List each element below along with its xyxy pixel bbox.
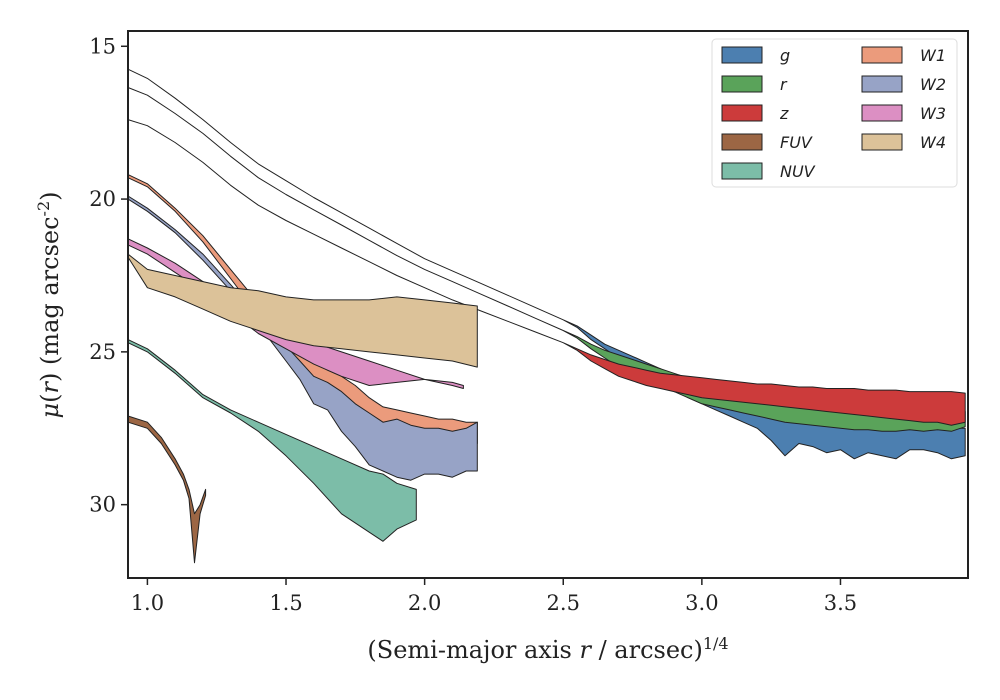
legend-swatch-nuv bbox=[721, 162, 763, 180]
legend-swatch-r bbox=[721, 75, 763, 93]
legend: grz FUV NUV W1 W2 W3 W4 bbox=[711, 38, 958, 188]
y-axis-ticks: 15 20 25 30 bbox=[89, 34, 128, 517]
y-tick-label: 20 bbox=[89, 187, 116, 211]
band-series-group bbox=[127, 68, 966, 564]
band-w2 bbox=[127, 195, 478, 481]
x-tick-label: 2.0 bbox=[408, 591, 441, 615]
x-tick-label: 3.0 bbox=[685, 591, 718, 615]
y-tick-label: 25 bbox=[89, 340, 116, 364]
legend-swatch-z bbox=[721, 104, 763, 122]
x-tick-label: 1.0 bbox=[131, 591, 164, 615]
legend-label-w4: W4 bbox=[920, 133, 946, 152]
legend-swatch-w1 bbox=[861, 46, 903, 64]
legend-label-w3: W3 bbox=[920, 104, 946, 123]
legend-label-z: z bbox=[779, 104, 789, 123]
band-fuv bbox=[127, 415, 207, 564]
band-g bbox=[127, 68, 966, 460]
band-w4 bbox=[127, 253, 478, 368]
legend-swatch-g bbox=[721, 46, 763, 64]
x-axis-ticks: 1.0 1.5 2.0 2.5 3.0 3.5 bbox=[131, 578, 857, 615]
legend-swatch-fuv bbox=[721, 133, 763, 151]
x-axis-label: (Semi-major axis r / arcsec)1/4 bbox=[367, 634, 728, 665]
legend-label-r: r bbox=[780, 75, 788, 94]
x-tick-label: 1.5 bbox=[269, 591, 302, 615]
x-tick-label: 3.5 bbox=[824, 591, 857, 615]
legend-label-g: g bbox=[780, 46, 790, 65]
band-z bbox=[127, 119, 966, 426]
y-tick-label: 15 bbox=[89, 34, 116, 58]
y-axis-label: μ(r) (mag arcsec-2) bbox=[34, 191, 65, 418]
legend-label-nuv: NUV bbox=[780, 162, 816, 181]
legend-label-fuv: FUV bbox=[780, 133, 813, 152]
legend-swatch-w4 bbox=[861, 133, 903, 151]
y-tick-label: 30 bbox=[89, 493, 116, 517]
legend-label-w1: W1 bbox=[920, 46, 946, 65]
plot-frame bbox=[127, 30, 969, 579]
legend-label-w2: W2 bbox=[920, 75, 946, 94]
legend-swatch-w3 bbox=[861, 104, 903, 122]
band-nuv bbox=[127, 339, 417, 542]
legend-swatch-w2 bbox=[861, 75, 903, 93]
x-tick-label: 2.5 bbox=[547, 591, 580, 615]
